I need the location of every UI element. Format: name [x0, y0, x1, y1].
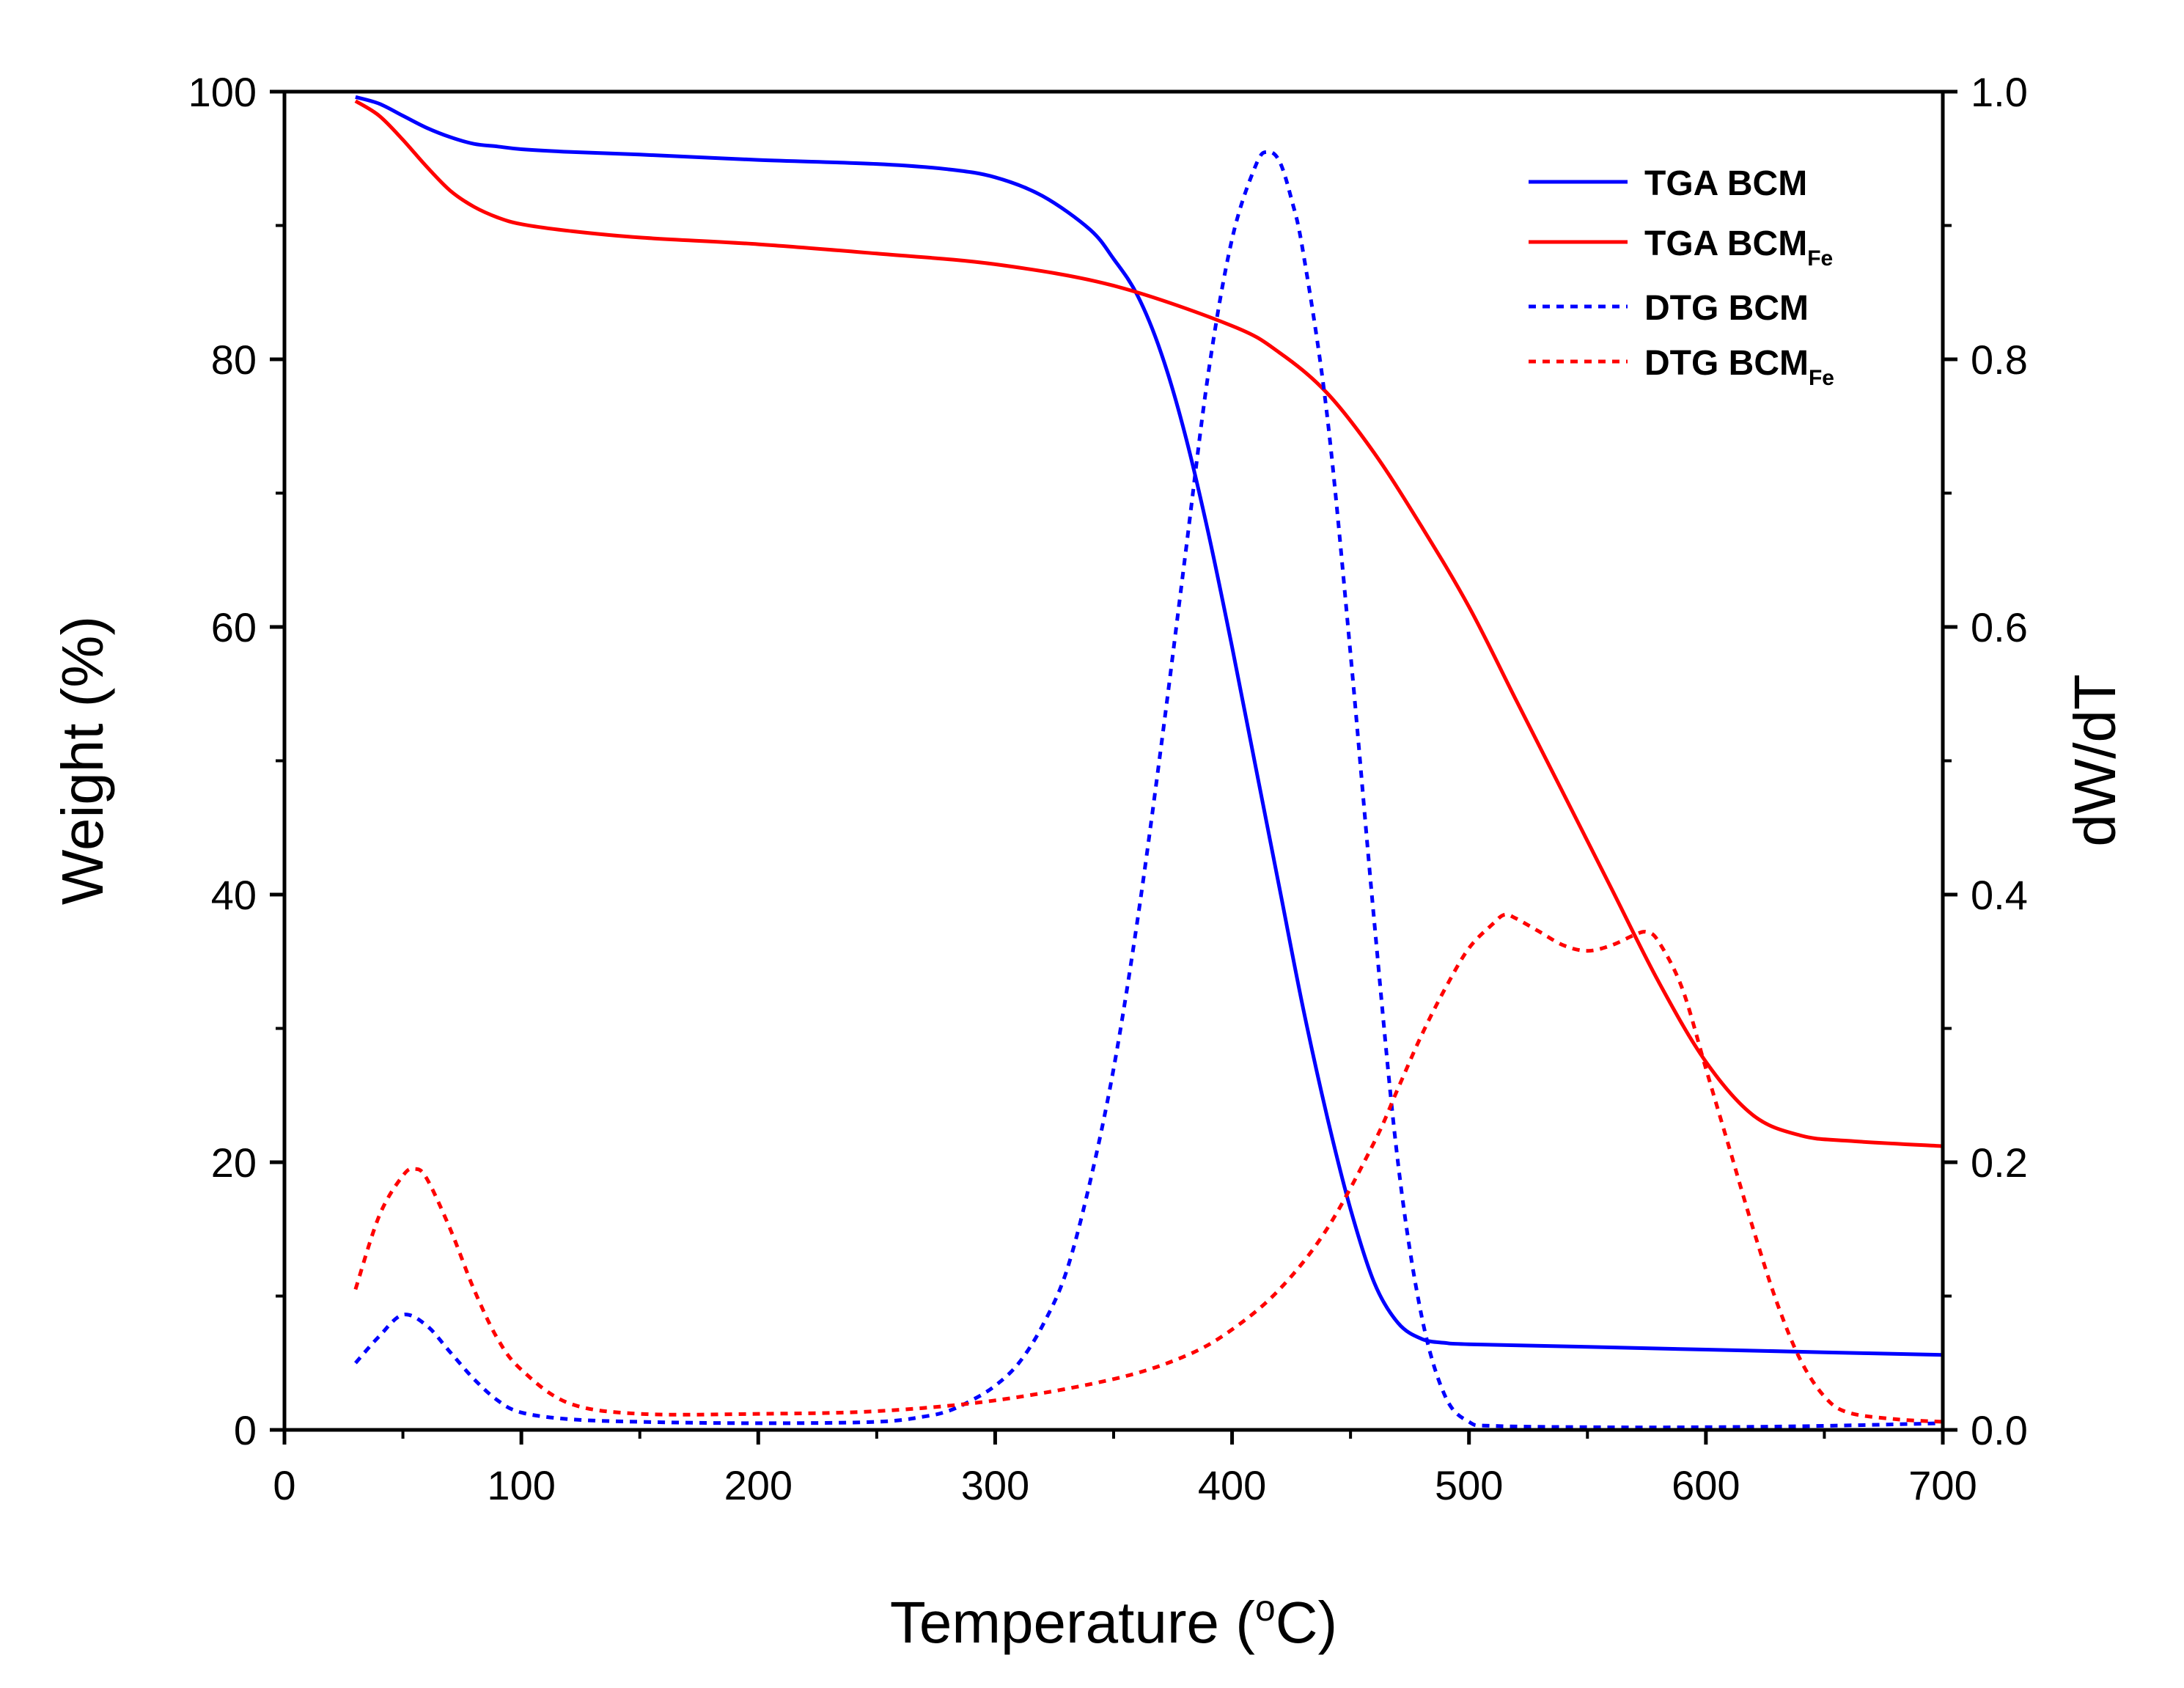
y-left-tick-label-0: 0: [234, 1407, 257, 1453]
y-right-axis-title: dW/dT: [2062, 674, 2128, 847]
legend: TGA BCM TGA BCMFe DTG BCM DTG BCMFe: [1529, 164, 1834, 390]
x-axis-title-unit-sup: o: [1255, 1588, 1276, 1629]
x-axis-title-main: Temperature: [890, 1590, 1219, 1655]
legend-label-tga-bcm: TGA BCM: [1644, 164, 1807, 203]
legend-label-tga-bcmfe-main: TGA BCM: [1644, 224, 1807, 263]
x-tick-label-300: 300: [961, 1462, 1029, 1508]
y-left-tick-label-40: 40: [211, 872, 257, 918]
legend-label-dtg-bcm-main: DTG BCM: [1644, 289, 1809, 328]
y-left-tick-label-20: 20: [211, 1140, 257, 1186]
ticks-layer: [270, 89, 1957, 1445]
y-right-tick-label-0.2: 0.2: [1971, 1140, 2028, 1186]
x-tick-label-0: 0: [273, 1462, 295, 1508]
x-tick-label-500: 500: [1435, 1462, 1503, 1508]
legend-label-tga-bcmfe-sub: Fe: [1807, 246, 1833, 271]
x-axis-title-unit-prefix: (: [1235, 1590, 1255, 1655]
x-tick-label-200: 200: [724, 1462, 793, 1508]
y-left-tick-label-60: 60: [211, 604, 257, 650]
legend-label-dtg-bcmfe-sub: Fe: [1809, 366, 1834, 390]
x-tick-label-100: 100: [487, 1462, 555, 1508]
series-line-dtg-bcm: [354, 150, 1944, 1430]
legend-label-tga-bcm-main: TGA BCM: [1644, 164, 1807, 203]
series-layer: [353, 95, 1944, 1430]
x-axis-title: Temperature (oC): [890, 1588, 1337, 1655]
y-right-tick-label-0.0: 0.0: [1971, 1407, 2028, 1453]
y-left-tick-label-100: 100: [188, 69, 257, 115]
y-right-tick-label-0.6: 0.6: [1971, 604, 2028, 650]
y-right-tick-label-0.4: 0.4: [1971, 872, 2028, 918]
legend-label-dtg-bcm: DTG BCM: [1644, 289, 1809, 328]
series-line-tga-bcm: [355, 95, 1944, 1357]
x-axis-title-unit-rest: C): [1276, 1590, 1337, 1655]
legend-label-dtg-bcmfe-main: DTG BCM: [1644, 344, 1809, 383]
plot-frame: [282, 89, 1945, 1432]
tick-labels-layer: 0 100 200 300 400 500 600 700 0 20 40 60 80 100 0.0 0.2…: [188, 69, 2028, 1508]
legend-label-tga-bcmfe: TGA BCMFe: [1644, 224, 1833, 271]
y-left-tick-label-80: 80: [211, 337, 257, 383]
x-tick-label-700: 700: [1908, 1462, 1977, 1508]
legend-label-dtg-bcmfe: DTG BCMFe: [1644, 344, 1834, 390]
series-line-dtg-bcmfe: [353, 912, 1944, 1424]
y-right-tick-label-0.8: 0.8: [1971, 337, 2028, 383]
x-tick-label-400: 400: [1198, 1462, 1266, 1508]
y-right-tick-label-1.0: 1.0: [1971, 69, 2028, 115]
series-line-tga-bcmfe: [354, 99, 1944, 1148]
y-left-axis-title: Weight (%): [50, 616, 115, 905]
x-tick-label-600: 600: [1672, 1462, 1740, 1508]
